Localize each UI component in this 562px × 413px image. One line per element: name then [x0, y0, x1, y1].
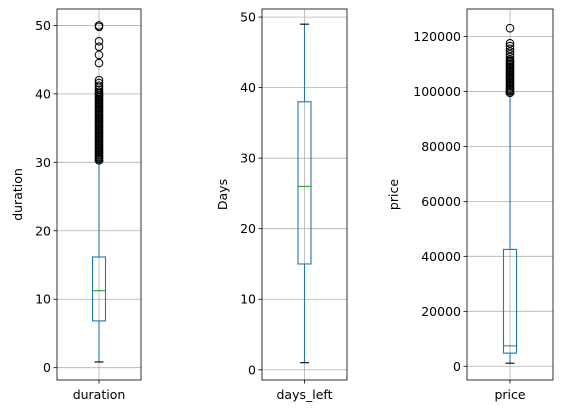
outlier-point [94, 50, 104, 60]
y-tick-label: 30 [35, 155, 51, 170]
iqr-box [91, 256, 107, 322]
y-tick-label: 0 [248, 362, 256, 377]
x-tick-label: duration [73, 387, 126, 402]
outlier-point [94, 75, 104, 85]
outlier-point [505, 52, 515, 62]
boxplot-panel-days_left: 0 10 20 30 40 50 days_left Days [215, 8, 348, 402]
outlier-point [505, 55, 515, 65]
outlier-point [505, 39, 515, 48]
outlier-point [505, 41, 515, 51]
y-tick-label: 120000 [413, 29, 461, 44]
outlier-point [94, 85, 104, 95]
y-tick-label: 0 [453, 359, 461, 374]
y-tick-label: 20 [240, 221, 256, 236]
outlier-point [94, 58, 104, 68]
y-tick-label: 100000 [413, 84, 461, 99]
y-tick-label: 30 [240, 151, 256, 166]
outlier-point [94, 78, 104, 88]
outlier-point [505, 44, 515, 54]
outlier-point [94, 21, 104, 30]
y-axis-label: Days [215, 179, 230, 210]
y-tick-label: 0 [43, 360, 51, 375]
y-tick-label: 60000 [421, 194, 461, 209]
y-tick-label: 40000 [421, 249, 461, 264]
x-tick-label: price [494, 387, 525, 402]
y-tick-label: 50 [35, 18, 51, 33]
y-tick-label: 20000 [421, 304, 461, 319]
y-axis-label: duration [10, 168, 25, 221]
y-axis-label: price [386, 179, 401, 210]
y-tick-label: 40 [240, 80, 256, 95]
outlier-point [505, 47, 515, 56]
iqr-box [297, 101, 312, 265]
boxplot-panel-price: 0 20000 40000 60000 80000 100000 120000 price pr… [386, 8, 554, 402]
outlier-point [94, 87, 104, 97]
y-tick-label: 40 [35, 86, 51, 101]
y-tick-label: 10 [240, 292, 256, 307]
outlier-point [94, 81, 104, 90]
outlier-point [505, 50, 515, 59]
y-tick-label: 20 [35, 223, 51, 238]
iqr-box [502, 248, 518, 354]
y-tick-label: 80000 [421, 139, 461, 154]
x-tick-label: days_left [277, 387, 333, 402]
outlier-point [505, 23, 515, 33]
outlier-point [94, 42, 104, 51]
boxplot-panel-duration: 0 10 20 30 40 50 duration duration [10, 8, 142, 402]
outlier-point [94, 36, 104, 46]
y-tick-label: 50 [240, 10, 256, 25]
y-tick-label: 10 [35, 292, 51, 307]
